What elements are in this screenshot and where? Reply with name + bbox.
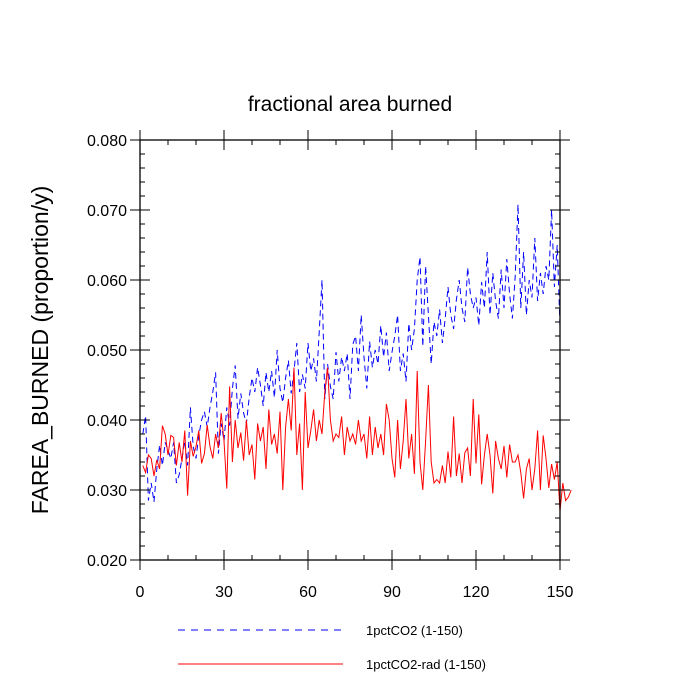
series-line-2 — [142, 367, 572, 512]
y-tick-label: 0.070 — [87, 203, 127, 220]
axis-tick-labels: 0 30 60 90 120 150 0.020 0.030 0.040 0.050 0.060 0.… — [87, 133, 573, 601]
plot-frame — [139, 139, 561, 561]
y-tick-label: 0.020 — [87, 553, 127, 570]
y-tick-label: 0.080 — [87, 133, 127, 150]
y-axis-label: FAREA_BURNED (proportion/y) — [27, 186, 53, 515]
y-tick-label: 0.060 — [87, 273, 127, 290]
y-tick-label: 0.030 — [87, 483, 127, 500]
chart-title: fractional area burned — [248, 93, 452, 116]
y-tick-label: 0.040 — [87, 413, 127, 430]
series-line-1 — [142, 204, 561, 502]
x-tick-label: 60 — [299, 584, 317, 601]
axis-ticks — [130, 130, 570, 570]
x-tick-label: 90 — [383, 584, 401, 601]
legend-label-1: 1pctCO2 (1-150) — [366, 623, 463, 638]
legend-label-2: 1pctCO2-rad (1-150) — [366, 657, 486, 672]
plot-lines — [142, 204, 572, 512]
x-tick-label: 150 — [547, 584, 574, 601]
y-tick-label: 0.050 — [87, 343, 127, 360]
x-tick-label: 0 — [136, 584, 145, 601]
legend: 1pctCO2 (1-150) 1pctCO2-rad (1-150) — [178, 623, 486, 672]
x-tick-label: 30 — [215, 584, 233, 601]
x-tick-label: 120 — [463, 584, 490, 601]
